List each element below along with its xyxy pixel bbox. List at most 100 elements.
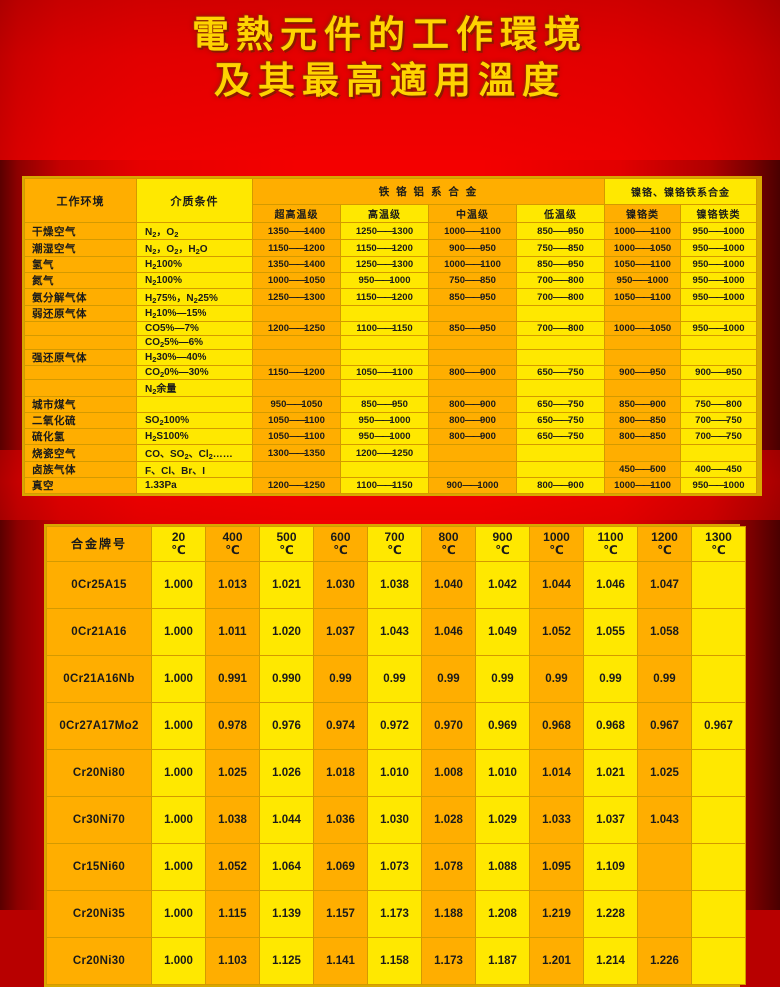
cell-coefficient xyxy=(691,749,746,797)
cell-coefficient: 1.047 xyxy=(637,561,692,609)
table-row: 硫化氢 H2S100% 1050——1100 950——1000 800——900 650… xyxy=(24,428,758,445)
cell-temp-range: 950——1000 xyxy=(604,272,682,289)
cell-environment: 烧瓷空气 xyxy=(24,444,137,462)
cell-coefficient: 1.141 xyxy=(313,937,368,985)
cell-temp-range xyxy=(252,461,341,478)
table2-row: 0Cr21A16Nb 1.000 0.991 0.990 0.99 0.99 0.99 0.9… xyxy=(46,655,746,703)
cell-temp-range: 1150——1200 xyxy=(340,239,429,257)
cell-medium: H210%—15% xyxy=(136,305,253,322)
header-temp-500: 500 ℃ xyxy=(259,526,314,562)
table-row: 弱还原气体 H210%—15% xyxy=(24,305,758,322)
cell-coefficient: 1.073 xyxy=(367,843,422,891)
cell-temp-range: 700——750 xyxy=(680,412,758,429)
cell-coefficient: 0.99 xyxy=(583,655,638,703)
cell-coefficient: 0.970 xyxy=(421,702,476,750)
table2-row: Cr20Ni30 1.000 1.103 1.125 1.141 1.158 1.173 1.… xyxy=(46,937,746,985)
header-group-fecral: 铁 铬 铝 系 合 金 xyxy=(251,178,606,205)
cell-temp-range: 1050——1100 xyxy=(252,412,341,429)
cell-temp-range: 1200——1250 xyxy=(252,477,341,494)
cell-coefficient: 1.000 xyxy=(151,796,206,844)
cell-temp-range xyxy=(252,335,341,350)
cell-temp-range xyxy=(428,461,517,478)
cell-coefficient xyxy=(691,608,746,656)
cell-coefficient: 0.99 xyxy=(475,655,530,703)
header-group-nicr: 镍铬、镍铬铁系合金 xyxy=(604,178,758,205)
cell-alloy-grade: Cr20Ni35 xyxy=(46,890,152,938)
cell-temp-range: 1050——1100 xyxy=(604,288,682,306)
cell-temp-range: 750——800 xyxy=(680,396,758,413)
cell-temp-range: 800——850 xyxy=(604,428,682,445)
cell-environment xyxy=(24,335,137,350)
cell-coefficient: 1.000 xyxy=(151,702,206,750)
table-header-row: 工作环境 介质条件铁 铬 铝 系 合 金镍铬、镍铬铁系合金 xyxy=(24,178,758,223)
cell-coefficient: 1.103 xyxy=(205,937,260,985)
cell-coefficient: 0.991 xyxy=(205,655,260,703)
cell-coefficient: 1.157 xyxy=(313,890,368,938)
cell-temp-range xyxy=(252,349,341,366)
cell-temp-range: 1000——1100 xyxy=(428,222,517,240)
cell-coefficient: 1.226 xyxy=(637,937,692,985)
cell-temp-range xyxy=(680,349,758,366)
cell-temp-range xyxy=(515,444,606,462)
cell-alloy-grade: Cr20Ni30 xyxy=(46,937,152,985)
cell-temp-range: 1100——1150 xyxy=(340,321,429,336)
cell-temp-range: 950——1000 xyxy=(340,412,429,429)
main-title-line-1: 電熱元件的工作環境 xyxy=(192,12,588,56)
cell-coefficient: 1.044 xyxy=(529,561,584,609)
table-row: CO25%—6% xyxy=(24,335,758,350)
cell-temp-range: 1250——1300 xyxy=(340,256,429,273)
table2-row: Cr15Ni60 1.000 1.052 1.064 1.069 1.073 1.078 1.… xyxy=(46,843,746,891)
header-medium: 介质条件 xyxy=(136,178,253,223)
cell-medium: N2，O2 xyxy=(136,222,253,240)
cell-temp-range: 800——900 xyxy=(428,428,517,445)
cell-coefficient: 1.014 xyxy=(529,749,584,797)
cell-temp-range: 950——1000 xyxy=(340,272,429,289)
cell-temp-range: 1150——1200 xyxy=(340,288,429,306)
cell-coefficient: 1.208 xyxy=(475,890,530,938)
cell-coefficient: 0.990 xyxy=(259,655,314,703)
cell-coefficient: 1.173 xyxy=(367,890,422,938)
cell-coefficient: 0.99 xyxy=(367,655,422,703)
cell-coefficient: 1.201 xyxy=(529,937,584,985)
cell-coefficient: 1.055 xyxy=(583,608,638,656)
cell-coefficient: 0.968 xyxy=(583,702,638,750)
cell-coefficient: 1.028 xyxy=(421,796,476,844)
cell-temp-range: 1000——1050 xyxy=(252,272,341,289)
background-top-glow xyxy=(0,0,780,160)
cell-medium: CO25%—6% xyxy=(136,335,253,350)
cell-coefficient xyxy=(691,561,746,609)
cell-coefficient: 1.036 xyxy=(313,796,368,844)
cell-temp-range: 900——1000 xyxy=(428,477,517,494)
cell-coefficient: 0.967 xyxy=(637,702,692,750)
cell-temp-range: 900——950 xyxy=(428,239,517,257)
cell-coefficient: 1.030 xyxy=(367,796,422,844)
cell-coefficient xyxy=(637,890,692,938)
cell-environment: 氨分解气体 xyxy=(24,288,137,306)
cell-coefficient: 1.046 xyxy=(583,561,638,609)
cell-temp-range: 700——800 xyxy=(515,288,606,306)
table-row: 二氧化硫 SO2100% 1050——1100 950——1000 800——900 65… xyxy=(24,412,758,429)
environment-table-container: 工作环境 介质条件铁 铬 铝 系 合 金镍铬、镍铬铁系合金 超高温级 高温级 中温级 低温… xyxy=(22,176,762,496)
cell-environment xyxy=(24,321,137,336)
cell-temp-range xyxy=(428,444,517,462)
cell-temp-range: 1100——1150 xyxy=(340,477,429,494)
cell-coefficient: 1.038 xyxy=(205,796,260,844)
cell-temp-range: 1000——1100 xyxy=(604,222,682,240)
cell-environment: 硫化氢 xyxy=(24,428,137,445)
cell-environment: 强还原气体 xyxy=(24,349,137,366)
cell-temp-range: 1000——1050 xyxy=(604,239,682,257)
cell-coefficient: 1.000 xyxy=(151,655,206,703)
cell-temp-range: 650——750 xyxy=(515,428,606,445)
cell-temp-range: 800——850 xyxy=(604,412,682,429)
cell-coefficient: 1.025 xyxy=(637,749,692,797)
cell-temp-range: 1000——1100 xyxy=(428,256,517,273)
cell-coefficient: 1.008 xyxy=(421,749,476,797)
cell-temp-range: 1350——1400 xyxy=(252,222,341,240)
cell-alloy-grade: Cr30Ni70 xyxy=(46,796,152,844)
cell-temp-range xyxy=(252,305,341,322)
table-row: 氢气 H2100% 1350——1400 1250——1300 1000——1100 85… xyxy=(24,256,758,273)
table2-row: 0Cr25A15 1.000 1.013 1.021 1.030 1.038 1.040 1.… xyxy=(46,561,746,609)
cell-temp-range: 1050——1100 xyxy=(604,256,682,273)
table-row: CO5%—7% 1200——1250 1100——1150 850——950 700——… xyxy=(24,321,758,336)
cell-temp-range xyxy=(680,305,758,322)
